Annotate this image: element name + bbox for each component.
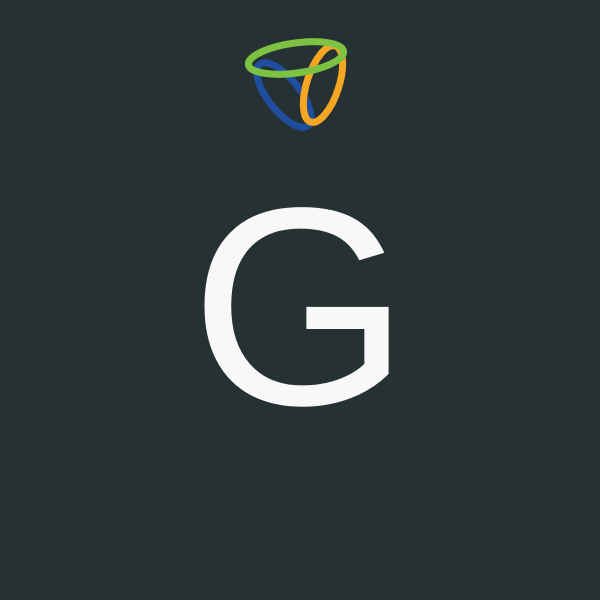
tri-ring-logo-icon (243, 30, 355, 140)
avatar-initial: G (190, 149, 410, 464)
